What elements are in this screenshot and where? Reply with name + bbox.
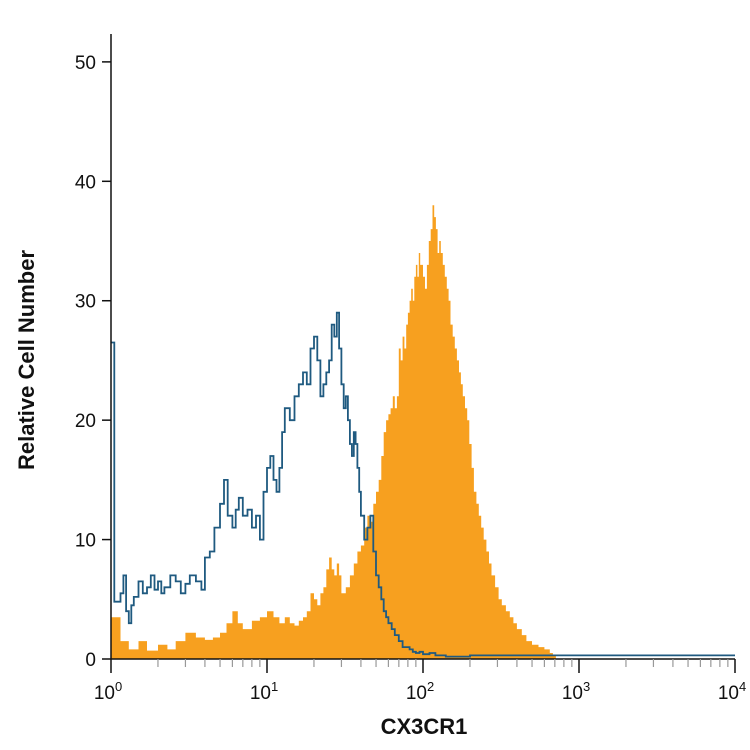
x-tick-label-4: 104: [718, 679, 746, 704]
series-0-histogram-area: [111, 205, 556, 659]
ticks: 0 10 20 30 40 50 100 101 102 103 104: [75, 53, 746, 704]
y-tick-label-50: 50: [75, 53, 96, 74]
y-tick-label-30: 30: [75, 292, 96, 313]
x-tick-label-1: 101: [250, 679, 278, 704]
x-tick-label-2: 102: [406, 679, 434, 704]
series-1-histogram-outline: [111, 311, 735, 658]
y-tick-label-20: 20: [75, 411, 96, 432]
y-axis-title: Relative Cell Number: [14, 250, 39, 471]
plot-series: [111, 205, 735, 659]
x-axis-title: CX3CR1: [381, 714, 468, 739]
y-tick-label-10: 10: [75, 531, 96, 552]
x-tick-label-0: 100: [94, 679, 122, 704]
y-tick-label-40: 40: [75, 172, 96, 193]
y-tick-label-0: 0: [85, 650, 96, 671]
x-tick-label-3: 103: [562, 679, 590, 704]
